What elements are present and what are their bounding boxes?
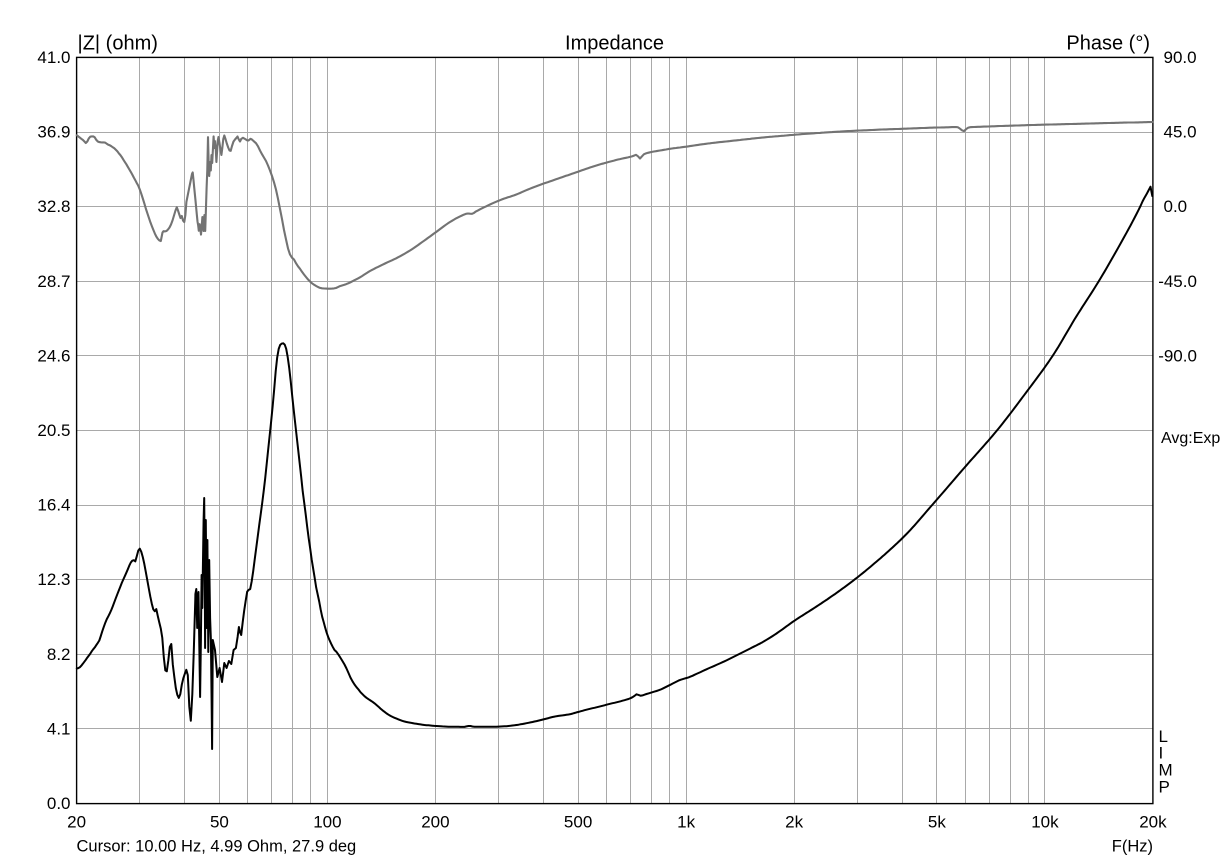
- svg-text:0.0: 0.0: [1164, 197, 1188, 216]
- svg-text:2k: 2k: [785, 813, 803, 832]
- svg-text:10k: 10k: [1031, 813, 1059, 832]
- svg-text:P: P: [1159, 777, 1170, 796]
- svg-text:M: M: [1159, 761, 1173, 780]
- svg-text:L: L: [1159, 727, 1168, 746]
- svg-text:Avg:Exp: Avg:Exp: [1161, 430, 1220, 447]
- svg-text:1k: 1k: [677, 813, 695, 832]
- svg-text:Phase (°): Phase (°): [1066, 32, 1150, 54]
- svg-text:0.0: 0.0: [47, 794, 71, 813]
- svg-text:32.8: 32.8: [37, 197, 70, 216]
- svg-text:20k: 20k: [1139, 813, 1167, 832]
- svg-text:16.4: 16.4: [37, 496, 70, 515]
- svg-text:-45.0: -45.0: [1158, 272, 1197, 291]
- svg-text:20: 20: [67, 813, 86, 832]
- svg-text:24.6: 24.6: [37, 346, 70, 365]
- svg-text:4.1: 4.1: [47, 720, 71, 739]
- svg-text:8.2: 8.2: [47, 645, 71, 664]
- svg-text:I: I: [1159, 744, 1164, 763]
- svg-text:-90.0: -90.0: [1158, 346, 1197, 365]
- svg-text:12.3: 12.3: [37, 570, 70, 589]
- svg-text:28.7: 28.7: [37, 272, 70, 291]
- svg-text:F(Hz): F(Hz): [1112, 838, 1153, 856]
- svg-text:50: 50: [210, 813, 229, 832]
- svg-text:500: 500: [564, 813, 592, 832]
- svg-text:5k: 5k: [928, 813, 946, 832]
- svg-text:100: 100: [313, 813, 341, 832]
- svg-text:36.9: 36.9: [37, 123, 70, 142]
- svg-text:Impedance: Impedance: [565, 32, 664, 54]
- svg-text:41.0: 41.0: [37, 48, 70, 67]
- svg-text:45.0: 45.0: [1164, 123, 1197, 142]
- svg-text:200: 200: [421, 813, 449, 832]
- svg-text:|Z| (ohm): |Z| (ohm): [78, 32, 158, 54]
- svg-text:20.5: 20.5: [37, 421, 70, 440]
- svg-text:Cursor: 10.00 Hz, 4.99 Ohm, 27: Cursor: 10.00 Hz, 4.99 Ohm, 27.9 deg: [77, 838, 357, 856]
- svg-text:90.0: 90.0: [1164, 48, 1197, 67]
